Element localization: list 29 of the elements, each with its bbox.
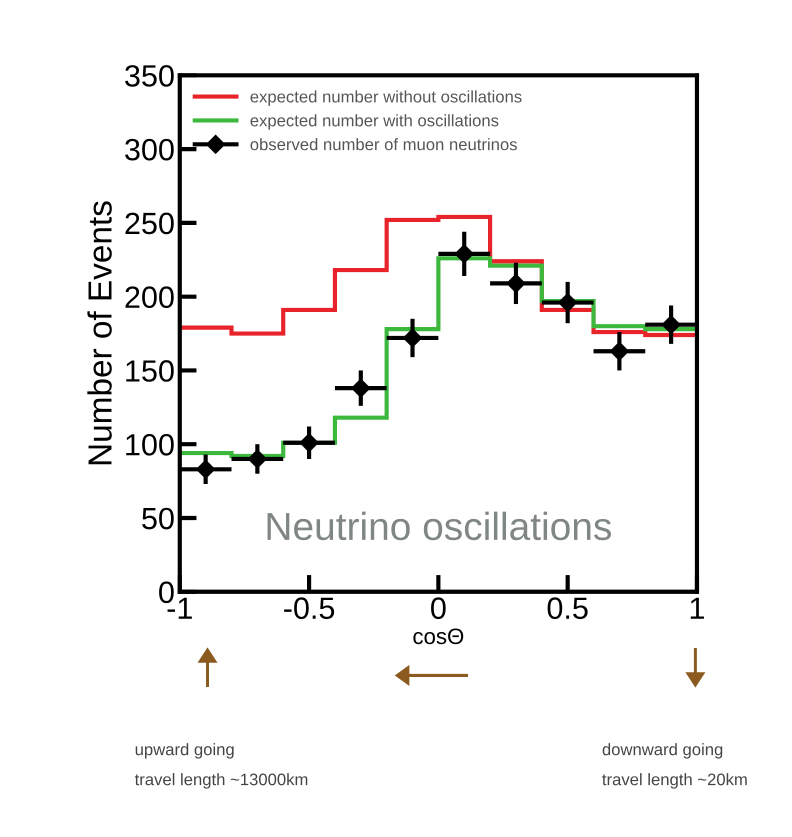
text: downward going travel length ~20km	[602, 743, 747, 789]
x-axis-title: cosΘ	[413, 628, 464, 644]
point	[506, 274, 526, 293]
y-tick-label: 50	[142, 508, 174, 530]
point	[558, 293, 578, 312]
legend-label: observed number of muon neutrinos	[250, 138, 517, 150]
point	[402, 328, 422, 348]
legend-label: expected number without oscillations	[250, 90, 522, 106]
point	[248, 449, 267, 468]
legend-label: expected number with oscillations	[250, 114, 498, 130]
point	[454, 244, 474, 264]
y-tick-label: 100	[126, 434, 174, 456]
y-tick-label: 300	[125, 138, 174, 160]
x-tick-label: 1	[690, 598, 704, 619]
point	[662, 315, 681, 334]
y-tick-label: 150	[126, 360, 174, 382]
point	[196, 460, 216, 479]
y-tick-label: 350	[125, 65, 174, 87]
point	[610, 342, 629, 361]
text: upward going travel length ~13000km	[134, 743, 308, 789]
x-tick-label: 0	[431, 597, 446, 620]
x-tick-label: -0.5	[284, 597, 334, 620]
point	[300, 433, 319, 452]
y-axis-title: Number of Events	[87, 201, 112, 464]
y-tick-label: 250	[125, 212, 174, 234]
x-tick-label: 0.5	[548, 597, 588, 620]
annotation: Neutrino oscillations	[268, 512, 611, 540]
point	[351, 378, 370, 398]
y-tick-label: 200	[125, 286, 174, 308]
